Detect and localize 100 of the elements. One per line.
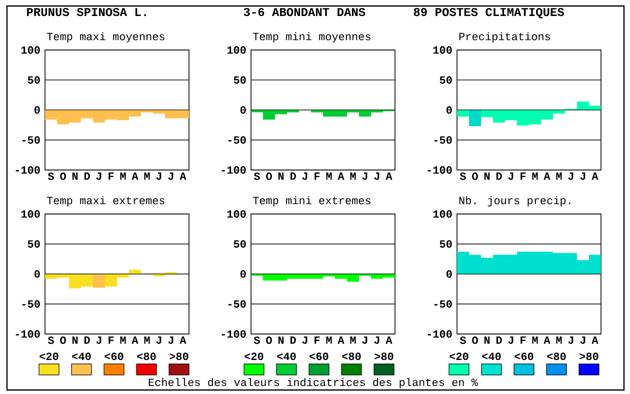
x-tick-label: J xyxy=(96,172,102,180)
y-tick-label: 0 xyxy=(34,270,40,278)
x-tick-label: N xyxy=(278,172,284,180)
x-tick-label: M xyxy=(326,336,332,344)
y-tick-label: 100 xyxy=(227,46,246,54)
text: Echelles des valeurs indicatrices des plantes en % xyxy=(148,378,478,388)
x-tick-label: M xyxy=(350,336,356,344)
y-tick-label: 100 xyxy=(227,210,246,218)
x-tick-label: F xyxy=(314,336,320,344)
x-tick-label: M xyxy=(350,172,356,180)
y-tick-label: 0 xyxy=(240,106,246,114)
y-tick-label: -50 xyxy=(228,136,246,144)
text: 3-6 ABONDANT DANS xyxy=(244,8,366,16)
x-tick-label: J xyxy=(302,172,308,180)
x-tick-label: D xyxy=(290,172,296,180)
category-label: >80 xyxy=(374,352,394,360)
y-tick-label: 100 xyxy=(21,46,40,54)
y-tick-label: -50 xyxy=(434,136,452,144)
x-tick-label: J xyxy=(568,172,574,180)
y-tick-label: -100 xyxy=(222,166,246,174)
x-tick-label: M xyxy=(532,336,538,344)
category-label: <60 xyxy=(104,352,124,360)
y-tick-label: 0 xyxy=(446,106,452,114)
category-label: <60 xyxy=(514,352,534,360)
x-tick-label: J xyxy=(362,336,368,344)
x-tick-label: J xyxy=(568,336,574,344)
x-tick-label: D xyxy=(496,336,502,344)
y-tick-label: -50 xyxy=(22,136,40,144)
chart-title: Temp mini extremes xyxy=(252,196,370,206)
x-tick-label: S xyxy=(254,336,260,344)
x-tick-label: F xyxy=(108,172,114,180)
y-tick-label: -50 xyxy=(22,300,40,308)
y-tick-label: -100 xyxy=(222,330,246,338)
x-tick-label: D xyxy=(84,336,90,344)
x-tick-label: A xyxy=(132,172,138,180)
x-tick-label: S xyxy=(460,172,466,180)
x-tick-label: A xyxy=(386,336,392,344)
x-tick-label: A xyxy=(338,172,344,180)
x-tick-label: S xyxy=(460,336,466,344)
chart-title: Temp maxi extremes xyxy=(46,196,164,206)
x-tick-label: F xyxy=(314,172,320,180)
y-tick-label: 50 xyxy=(234,240,246,248)
x-tick-label: N xyxy=(72,172,78,180)
x-tick-label: N xyxy=(278,336,284,344)
y-tick-label: 50 xyxy=(28,240,40,248)
category-label: <40 xyxy=(482,352,501,360)
x-tick-label: J xyxy=(508,172,514,180)
y-tick-label: -50 xyxy=(434,300,452,308)
x-tick-label: J xyxy=(374,172,380,180)
x-tick-label: O xyxy=(266,336,272,344)
category-label: <80 xyxy=(342,352,361,360)
x-tick-label: J xyxy=(302,336,308,344)
category-label: <60 xyxy=(310,352,328,360)
category-label: <20 xyxy=(450,352,468,360)
x-tick-label: A xyxy=(338,336,344,344)
x-tick-label: F xyxy=(108,336,114,344)
category-label: <40 xyxy=(72,352,91,360)
y-tick-label: -100 xyxy=(428,166,452,174)
x-tick-label: J xyxy=(156,172,162,180)
text: 89 POSTES CLIMATIQUES xyxy=(414,8,564,18)
chart-title: Precipitations xyxy=(459,32,550,42)
y-tick-label: 50 xyxy=(28,76,40,84)
x-tick-label: M xyxy=(532,172,538,180)
x-tick-label: J xyxy=(580,172,586,180)
x-tick-label: A xyxy=(180,336,186,344)
x-tick-label: S xyxy=(48,336,54,344)
y-tick-label: -100 xyxy=(16,330,40,338)
x-tick-label: S xyxy=(48,172,54,180)
chart-title: Temp maxi moyennes xyxy=(46,32,164,42)
x-tick-label: F xyxy=(520,172,526,180)
x-tick-label: A xyxy=(592,172,598,180)
category-label: <20 xyxy=(40,352,58,360)
x-tick-label: J xyxy=(156,336,162,344)
y-tick-label: 50 xyxy=(440,76,452,84)
x-tick-label: N xyxy=(72,336,78,344)
chart-title: Temp mini moyennes xyxy=(252,32,370,42)
x-tick-label: M xyxy=(144,336,150,344)
x-tick-label: O xyxy=(472,336,478,344)
x-tick-label: A xyxy=(592,336,598,344)
x-tick-label: M xyxy=(120,172,126,180)
x-tick-label: A xyxy=(386,172,392,180)
x-tick-label: M xyxy=(556,172,562,180)
y-tick-label: -100 xyxy=(428,330,452,338)
x-tick-label: J xyxy=(168,336,174,344)
x-tick-label: N xyxy=(484,172,490,180)
x-tick-label: M xyxy=(326,172,332,180)
x-tick-label: F xyxy=(520,336,526,344)
y-tick-label: 0 xyxy=(446,270,452,278)
x-tick-label: J xyxy=(508,336,514,344)
y-tick-label: 50 xyxy=(234,76,246,84)
x-tick-label: A xyxy=(544,336,550,344)
chart-title: Nb. jours precip. xyxy=(459,196,570,206)
y-tick-label: 100 xyxy=(433,210,452,218)
category-label: >80 xyxy=(170,352,188,360)
y-tick-label: 100 xyxy=(433,46,452,54)
x-tick-label: O xyxy=(60,336,66,344)
x-tick-label: J xyxy=(168,172,174,180)
x-tick-label: D xyxy=(290,336,296,344)
x-tick-label: D xyxy=(496,172,502,180)
y-tick-label: -50 xyxy=(228,300,246,308)
